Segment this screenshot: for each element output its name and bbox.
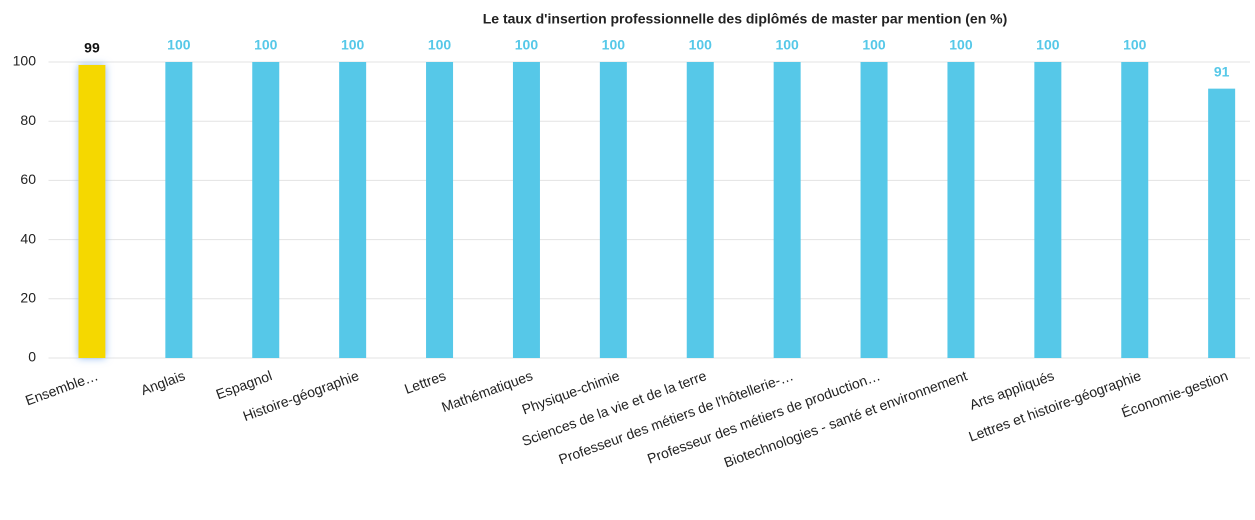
value-label: 100 bbox=[1036, 37, 1060, 53]
y-tick-label: 40 bbox=[20, 230, 36, 246]
y-tick-label: 60 bbox=[20, 171, 36, 187]
bar bbox=[773, 62, 801, 358]
bar bbox=[426, 62, 454, 358]
value-label: 99 bbox=[84, 40, 100, 56]
bar bbox=[599, 62, 627, 358]
y-tick-label: 100 bbox=[13, 53, 37, 69]
value-label: 100 bbox=[862, 37, 886, 53]
bar bbox=[78, 64, 106, 359]
value-label: 91 bbox=[1214, 63, 1230, 79]
bar bbox=[252, 62, 280, 358]
value-label: 100 bbox=[949, 37, 973, 53]
value-label: 100 bbox=[775, 37, 799, 53]
bar bbox=[860, 62, 888, 358]
bar bbox=[339, 62, 367, 358]
value-label: 100 bbox=[428, 37, 452, 53]
value-label: 100 bbox=[602, 37, 626, 53]
bar bbox=[1121, 62, 1149, 358]
value-label: 100 bbox=[167, 37, 191, 53]
x-tick-label: Espagnol bbox=[214, 367, 274, 402]
value-label: 100 bbox=[515, 37, 539, 53]
bar bbox=[165, 62, 193, 358]
bar bbox=[1034, 62, 1062, 358]
bar bbox=[1208, 88, 1236, 358]
x-tick-label: Ensemble… bbox=[23, 367, 100, 408]
value-label: 100 bbox=[254, 37, 278, 53]
bar bbox=[686, 62, 714, 358]
value-label: 100 bbox=[1123, 37, 1147, 53]
y-tick-label: 20 bbox=[20, 290, 36, 306]
value-label: 100 bbox=[689, 37, 713, 53]
y-tick-label: 80 bbox=[20, 112, 36, 128]
y-tick-label: 0 bbox=[28, 349, 36, 365]
chart-title: Le taux d'insertion professionnelle des … bbox=[483, 11, 1008, 27]
x-tick-label: Anglais bbox=[139, 367, 188, 398]
bar bbox=[947, 62, 975, 358]
x-tick-label: Mathématiques bbox=[439, 367, 534, 415]
bar bbox=[512, 62, 540, 358]
x-tick-label: Lettres bbox=[402, 367, 448, 397]
value-label: 100 bbox=[341, 37, 365, 53]
